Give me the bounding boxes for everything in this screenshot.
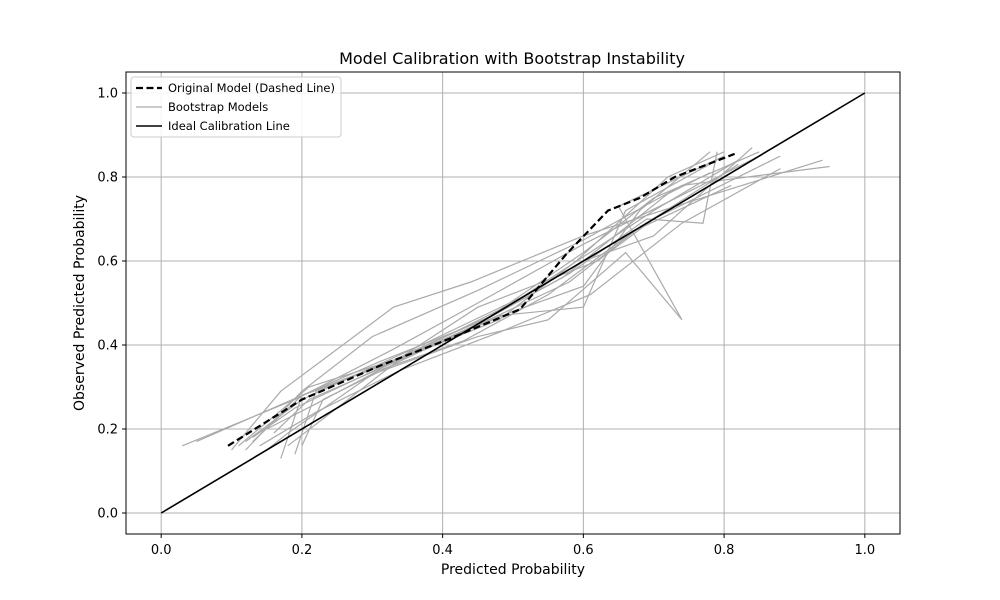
bootstrap-model-line bbox=[196, 155, 781, 443]
legend-label: Ideal Calibration Line bbox=[168, 119, 290, 133]
x-tick-label: 0.2 bbox=[292, 543, 313, 558]
bootstrap-model-line bbox=[252, 159, 739, 438]
bootstrap-model-line bbox=[294, 151, 711, 455]
original-model-line bbox=[227, 152, 735, 447]
x-tick-label: 0.0 bbox=[151, 543, 172, 558]
y-tick-label: 0.4 bbox=[97, 339, 118, 354]
bootstrap-model-line bbox=[266, 155, 725, 451]
legend-label: Bootstrap Models bbox=[168, 100, 268, 114]
x-tick-label: 0.6 bbox=[573, 543, 594, 558]
bootstrap-model-line bbox=[259, 168, 781, 447]
bootstrap-lines bbox=[182, 147, 830, 459]
bootstrap-model-line bbox=[287, 172, 711, 447]
bootstrap-model-line bbox=[245, 147, 753, 443]
x-tick-label: 0.4 bbox=[432, 543, 453, 558]
bootstrap-model-line bbox=[238, 151, 725, 447]
y-tick-label: 0.8 bbox=[97, 171, 118, 186]
x-tick-label: 1.0 bbox=[854, 543, 875, 558]
y-tick-label: 0.6 bbox=[97, 255, 118, 270]
legend: Original Model (Dashed Line) Bootstrap Mo… bbox=[130, 76, 342, 138]
y-tick-label: 0.0 bbox=[97, 507, 118, 522]
legend-label: Original Model (Dashed Line) bbox=[168, 81, 335, 95]
bootstrap-model-line bbox=[266, 184, 732, 430]
bootstrap-model-line bbox=[252, 151, 718, 443]
x-axis-label: Predicted Probability bbox=[441, 562, 585, 578]
bootstrap-model-line bbox=[273, 163, 739, 434]
chart-title: Model Calibration with Bootstrap Instabi… bbox=[339, 49, 685, 68]
y-tick-label: 1.0 bbox=[97, 87, 118, 102]
legend-box bbox=[130, 76, 342, 138]
x-axis-ticks: 0.0 0.2 0.4 0.6 0.8 1.0 bbox=[151, 534, 875, 558]
plot-frame bbox=[125, 71, 901, 535]
bootstrap-model-line bbox=[245, 165, 830, 451]
main-lines bbox=[160, 92, 866, 514]
y-tick-label: 0.2 bbox=[97, 423, 118, 438]
ideal-calibration-line bbox=[160, 92, 866, 514]
x-tick-label: 0.8 bbox=[714, 543, 735, 558]
y-axis-label: Observed Predicted Probability bbox=[72, 195, 88, 411]
y-axis-ticks: 0.0 0.2 0.4 0.6 0.8 1.0 bbox=[97, 87, 126, 522]
